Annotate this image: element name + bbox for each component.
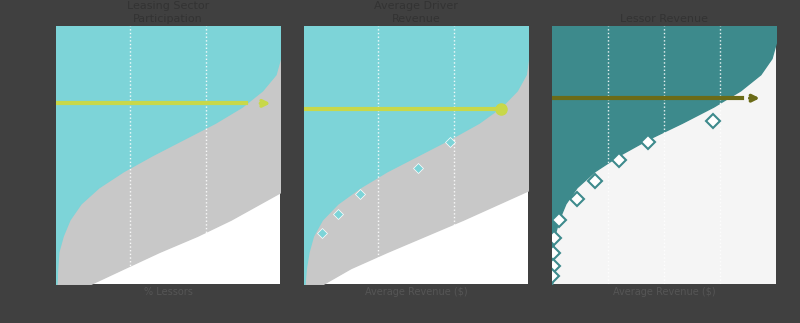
Title: Average Driver
Revenue: Average Driver Revenue [374,1,458,24]
X-axis label: Average Revenue ($): Average Revenue ($) [613,287,715,297]
Title: Leasing Sector
Participation: Leasing Sector Participation [127,1,209,24]
Title: Lessor Revenue: Lessor Revenue [620,14,708,24]
X-axis label: % Lessors: % Lessors [143,287,193,297]
X-axis label: Average Revenue ($): Average Revenue ($) [365,287,467,297]
